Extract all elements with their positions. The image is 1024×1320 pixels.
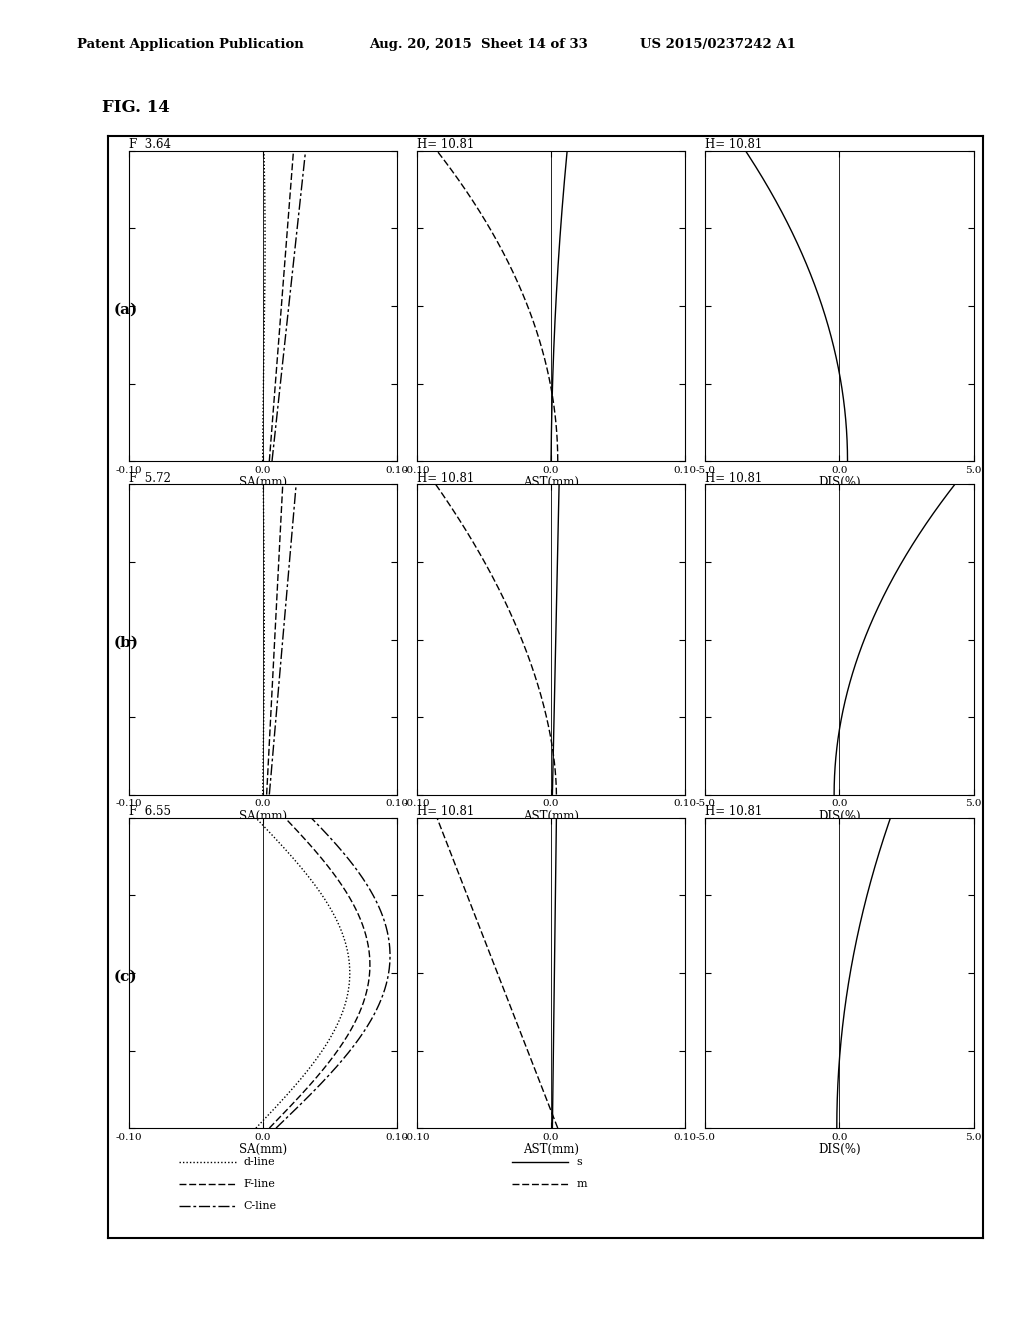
Text: Patent Application Publication: Patent Application Publication xyxy=(77,37,303,50)
Text: Aug. 20, 2015  Sheet 14 of 33: Aug. 20, 2015 Sheet 14 of 33 xyxy=(369,37,588,50)
Text: H= 10.81: H= 10.81 xyxy=(417,471,474,484)
Text: C-line: C-line xyxy=(244,1201,276,1212)
Text: US 2015/0237242 A1: US 2015/0237242 A1 xyxy=(640,37,796,50)
Text: d-line: d-line xyxy=(244,1156,275,1167)
Text: s: s xyxy=(577,1156,583,1167)
X-axis label: AST(mm): AST(mm) xyxy=(523,810,579,822)
Text: F-line: F-line xyxy=(244,1179,275,1189)
Text: H= 10.81: H= 10.81 xyxy=(417,805,474,818)
X-axis label: DIS(%): DIS(%) xyxy=(818,810,861,822)
Text: H= 10.81: H= 10.81 xyxy=(417,139,474,150)
X-axis label: DIS(%): DIS(%) xyxy=(818,1143,861,1156)
Text: F  5.72: F 5.72 xyxy=(128,471,170,484)
X-axis label: SA(mm): SA(mm) xyxy=(239,1143,287,1156)
Text: F  6.55: F 6.55 xyxy=(128,805,171,818)
Text: F  3.64: F 3.64 xyxy=(128,139,171,150)
X-axis label: SA(mm): SA(mm) xyxy=(239,477,287,490)
Text: m: m xyxy=(577,1179,587,1189)
Text: (b): (b) xyxy=(114,636,138,649)
Text: (a): (a) xyxy=(114,302,138,317)
Text: (c): (c) xyxy=(114,969,137,983)
X-axis label: AST(mm): AST(mm) xyxy=(523,1143,579,1156)
Text: FIG. 14: FIG. 14 xyxy=(102,99,170,116)
Text: H= 10.81: H= 10.81 xyxy=(706,471,763,484)
X-axis label: DIS(%): DIS(%) xyxy=(818,477,861,490)
X-axis label: SA(mm): SA(mm) xyxy=(239,810,287,822)
Text: H= 10.81: H= 10.81 xyxy=(706,805,763,818)
X-axis label: AST(mm): AST(mm) xyxy=(523,477,579,490)
Text: H= 10.81: H= 10.81 xyxy=(706,139,763,150)
